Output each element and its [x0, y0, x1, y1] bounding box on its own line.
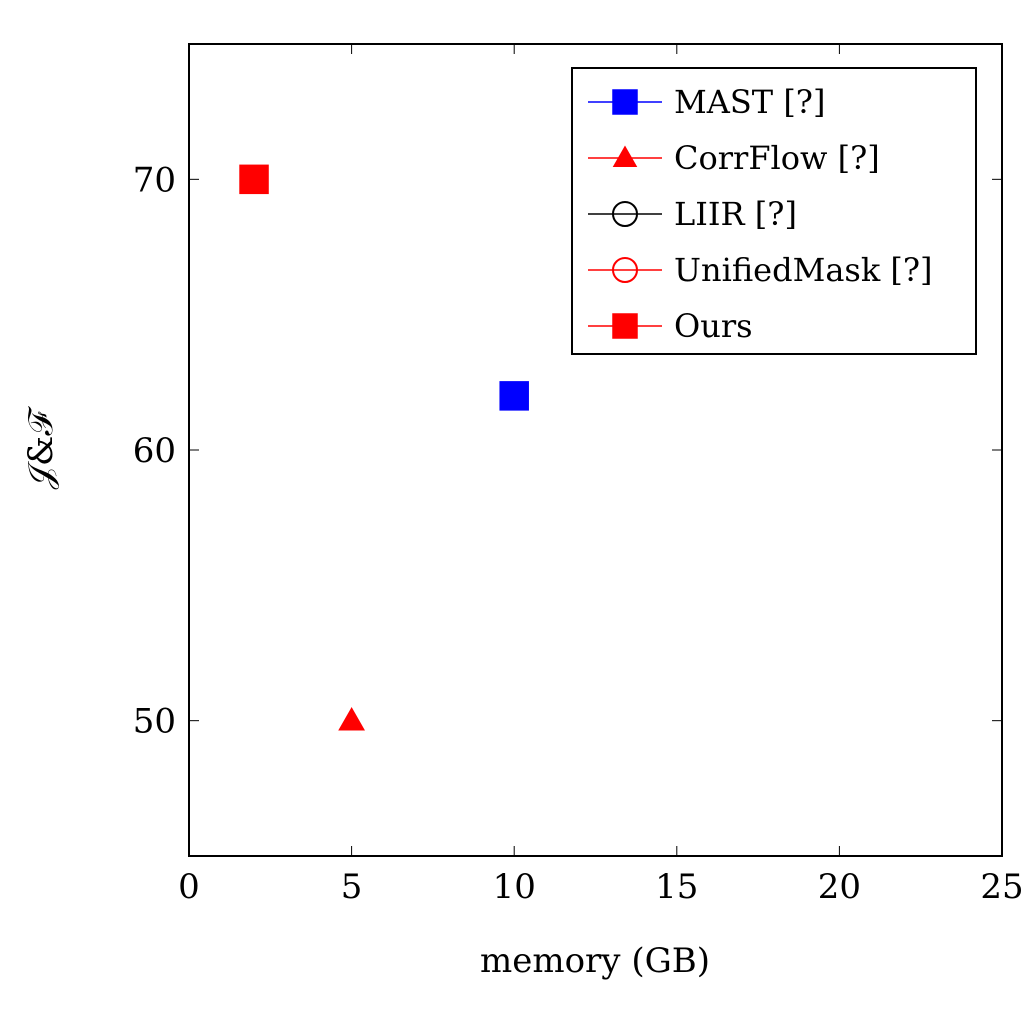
legend-label: MAST [?]	[674, 83, 825, 121]
x-axis-ticks: 0 5 10 15 20 25	[178, 44, 1024, 907]
x-tick-label: 10	[493, 867, 536, 907]
data-point	[239, 164, 269, 195]
legend-label: LIIR [?]	[674, 195, 797, 233]
y-axis-label: 𝒥&ℱ	[21, 406, 61, 490]
legend-marker	[612, 145, 638, 167]
y-axis-ticks: 50 60 70	[133, 160, 1002, 742]
x-tick-label: 20	[818, 867, 861, 907]
y-tick-label: 50	[133, 702, 176, 742]
x-tick-label: 0	[178, 867, 200, 907]
x-tick-label: 5	[341, 867, 363, 907]
data-point	[499, 381, 529, 411]
y-tick-label: 70	[133, 160, 176, 200]
legend-marker	[612, 201, 638, 227]
legend-label: Ours	[674, 307, 753, 345]
legend-marker	[612, 313, 638, 339]
legend-box	[571, 67, 977, 355]
x-axis-label: memory (GB)	[480, 941, 710, 981]
legend: MAST [?] CorrFlow [?] LIIR [?] UnifiedMask …	[571, 67, 977, 355]
x-tick-label: 15	[655, 867, 698, 907]
data-point	[338, 707, 365, 731]
legend-marker	[612, 89, 638, 115]
y-tick-label: 60	[133, 431, 176, 471]
legend-label: CorrFlow [?]	[674, 139, 880, 177]
legend-marker	[612, 257, 638, 283]
legend-label: UnifiedMask [?]	[674, 251, 933, 289]
data-points	[239, 164, 529, 731]
x-tick-label: 25	[980, 867, 1023, 907]
